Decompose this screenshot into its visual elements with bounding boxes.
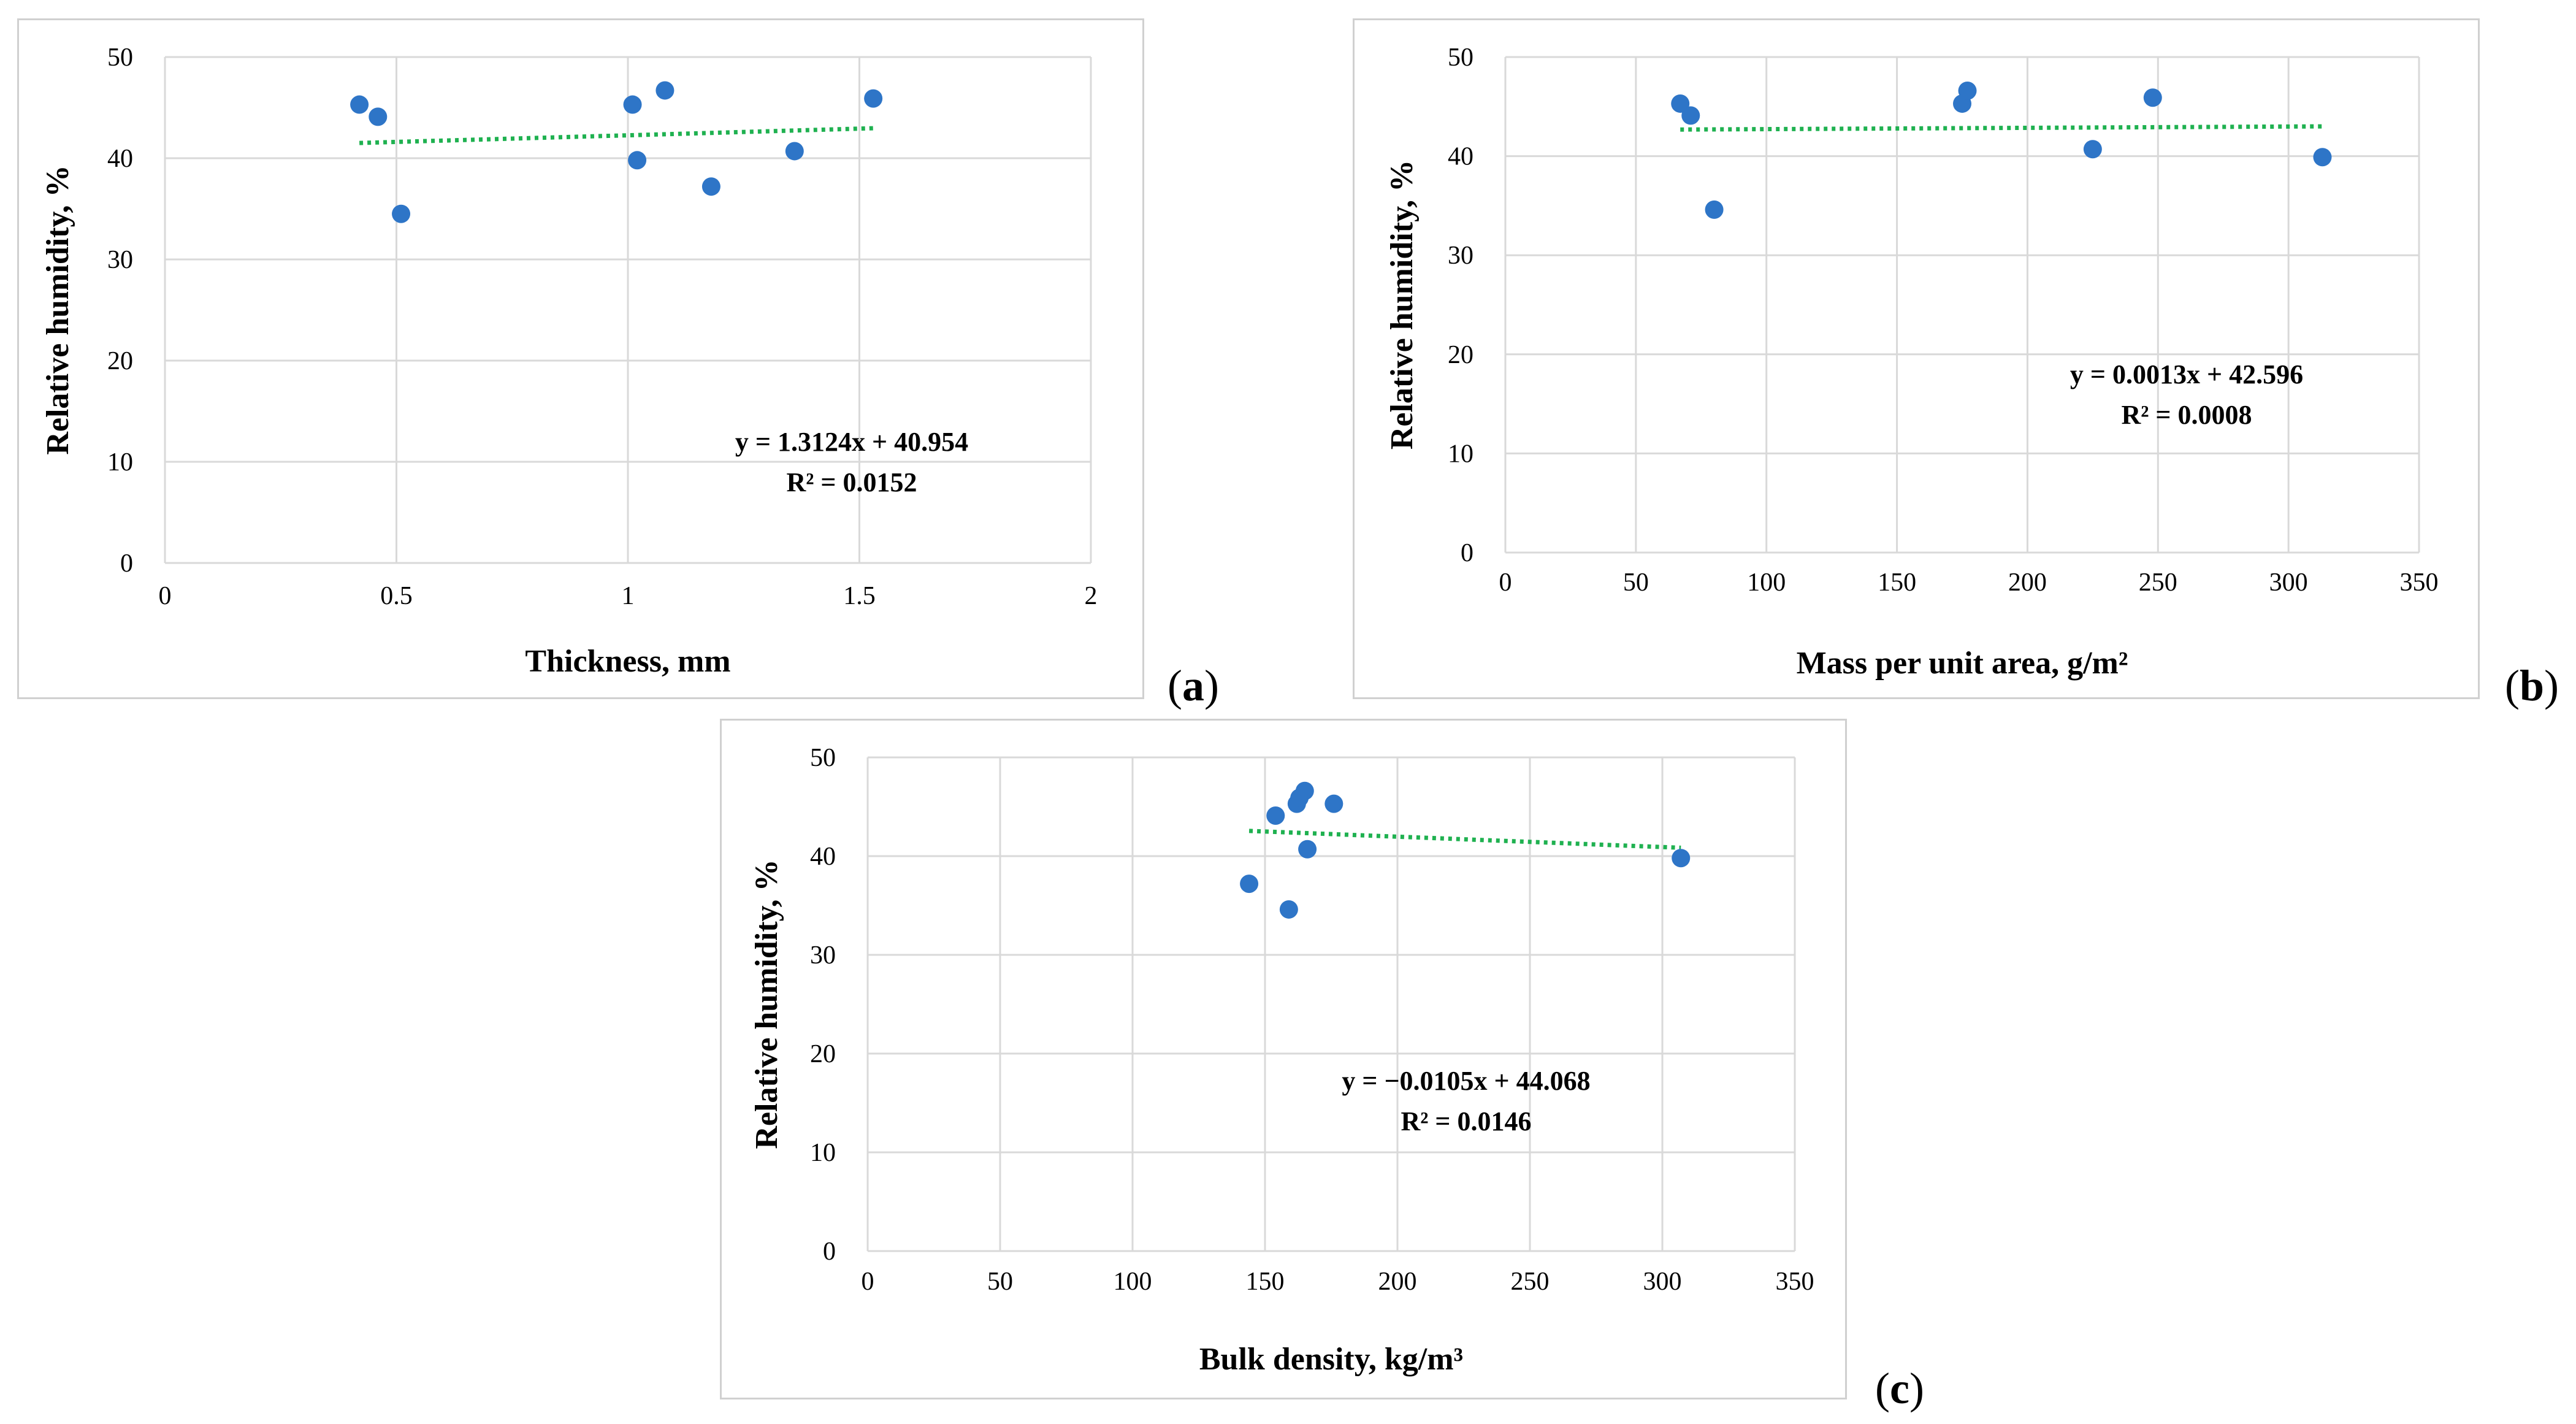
data-point-a-0 (350, 95, 369, 114)
data-point-b-5 (2083, 140, 2102, 159)
ytick-label-b-1: 10 (1448, 440, 1473, 468)
y-axis-label-a: Relative humidity, % (40, 165, 75, 454)
chart-panel-a: 0 10 20 30 40 50 0 0.5 1 1.5 2 Thickness, mm Relativ… (17, 18, 1144, 699)
xtick-label-b-4: 200 (2008, 568, 2047, 597)
ytick-label-a-3: 30 (107, 246, 133, 274)
data-point-a-5 (655, 81, 675, 100)
x-axis-label-a: Thickness, mm (525, 644, 730, 679)
ytick-label-b-0: 0 (1461, 539, 1473, 567)
xtick-label-c-6: 300 (1643, 1268, 1682, 1296)
chart-c-svg: 0 10 20 30 40 50 0 50 100 150 200 250 300 350 Bulk den… (749, 744, 1814, 1377)
data-point-c-6 (1298, 840, 1317, 859)
xtick-label-b-0: 0 (1499, 568, 1512, 597)
xtick-label-a-0: 0 (159, 582, 172, 610)
chart-b-svg: 0 10 20 30 40 50 0 50 100 150 200 250 300 350 Mass per… (1385, 44, 2439, 681)
xtick-label-a-2: 1 (622, 582, 635, 610)
xtick-label-a-1: 0.5 (380, 582, 413, 610)
data-point-c-7 (1324, 794, 1343, 813)
xtick-label-c-5: 250 (1511, 1268, 1550, 1296)
trend-r2-c: R² = 0.0146 (1401, 1106, 1531, 1136)
xtick-label-b-6: 300 (2269, 568, 2308, 597)
data-point-c-8 (1672, 849, 1691, 868)
trend-r2-a: R² = 0.0152 (786, 467, 917, 497)
data-point-a-8 (864, 89, 883, 108)
ytick-label-a-5: 50 (107, 44, 133, 72)
ytick-label-c-3: 30 (810, 941, 836, 970)
panel-label-c: (c) (1875, 1364, 1924, 1413)
ytick-label-c-4: 40 (810, 843, 836, 871)
ytick-label-a-1: 10 (107, 448, 133, 477)
ytick-label-b-3: 30 (1448, 242, 1473, 270)
xtick-label-b-3: 150 (1878, 568, 1916, 597)
ytick-label-b-4: 40 (1448, 143, 1473, 171)
data-point-a-3 (623, 95, 642, 114)
ytick-label-c-0: 0 (823, 1238, 836, 1266)
ytick-label-a-4: 40 (107, 145, 133, 173)
x-axis-label-b: Mass per unit area, g/m² (1797, 646, 2128, 681)
data-point-b-4 (1958, 81, 1977, 100)
trend-equation-c: y = −0.0105x + 44.068 (1342, 1066, 1590, 1096)
ytick-label-a-0: 0 (120, 549, 133, 578)
data-point-c-5 (1295, 781, 1314, 800)
xtick-label-c-1: 50 (987, 1268, 1013, 1296)
xtick-label-a-3: 1.5 (843, 582, 876, 610)
ytick-label-c-1: 10 (810, 1139, 836, 1167)
trendline-c (1248, 829, 1681, 850)
data-point-c-1 (1266, 806, 1285, 825)
trend-equation-a: y = 1.3124x + 40.954 (735, 427, 968, 457)
xtick-label-c-2: 100 (1114, 1268, 1152, 1296)
ytick-label-c-5: 50 (810, 744, 836, 772)
chart-panel-c: 0 10 20 30 40 50 0 50 100 150 200 250 300 350 Bulk den… (720, 719, 1847, 1399)
xtick-label-b-1: 50 (1623, 568, 1649, 597)
data-point-a-4 (628, 151, 647, 170)
data-point-a-7 (785, 142, 804, 161)
ytick-label-a-2: 20 (107, 347, 133, 375)
chart-panel-b: 0 10 20 30 40 50 0 50 100 150 200 250 300 350 Mass per… (1353, 18, 2480, 699)
y-axis-label-c: Relative humidity, % (749, 859, 784, 1149)
trend-r2-b: R² = 0.0008 (2121, 400, 2252, 430)
xtick-label-c-4: 200 (1378, 1268, 1417, 1296)
xtick-label-a-4: 2 (1085, 582, 1098, 610)
xtick-label-c-7: 350 (1776, 1268, 1814, 1296)
xtick-label-b-2: 100 (1747, 568, 1786, 597)
data-point-a-6 (701, 177, 720, 196)
data-point-a-1 (369, 107, 388, 126)
panel-label-a: (a) (1168, 661, 1219, 710)
panel-label-b: (b) (2505, 661, 2559, 710)
xtick-label-c-3: 150 (1246, 1268, 1285, 1296)
trendline-b (1680, 124, 2323, 132)
data-point-a-2 (392, 204, 411, 223)
trendline-a (359, 126, 874, 145)
trend-equation-b: y = 0.0013x + 42.596 (2070, 359, 2303, 389)
data-point-c-2 (1279, 900, 1298, 919)
data-point-c-0 (1240, 875, 1259, 894)
xtick-label-b-5: 250 (2139, 568, 2177, 597)
data-point-b-7 (2313, 148, 2332, 167)
data-point-b-1 (1681, 106, 1700, 125)
data-point-b-6 (2143, 88, 2162, 107)
data-point-b-2 (1705, 200, 1724, 219)
data-point-b-0 (1671, 94, 1690, 113)
chart-a-svg: 0 10 20 30 40 50 0 0.5 1 1.5 2 Thickness, mm Relativ… (40, 44, 1098, 679)
ytick-label-b-5: 50 (1448, 44, 1473, 72)
xtick-label-b-7: 350 (2400, 568, 2439, 597)
ytick-label-c-2: 20 (810, 1040, 836, 1068)
xtick-label-c-0: 0 (862, 1268, 874, 1296)
x-axis-label-c: Bulk density, kg/m³ (1199, 1342, 1463, 1377)
y-axis-label-b: Relative humidity, % (1385, 160, 1420, 450)
ytick-label-b-2: 20 (1448, 341, 1473, 369)
